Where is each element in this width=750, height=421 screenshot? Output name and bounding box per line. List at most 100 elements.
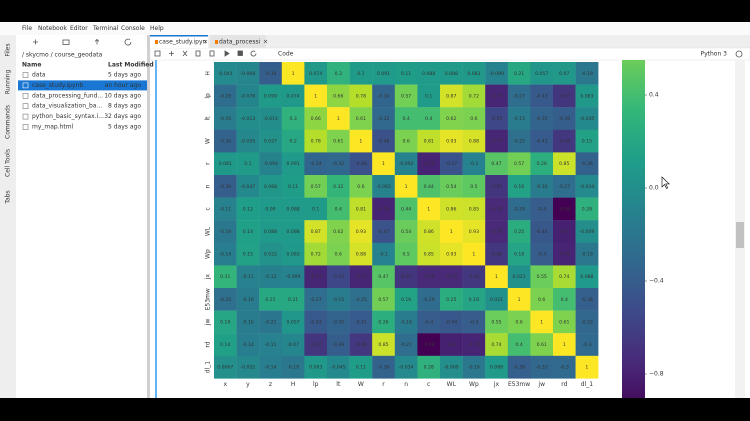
heatmap-cell [281, 175, 305, 198]
cell-label: -0.66 [491, 252, 503, 258]
cell-label: 0.61 [356, 116, 366, 122]
cell-label: -0.19 [581, 71, 593, 77]
paste-icon[interactable] [209, 50, 215, 57]
run-icon[interactable] [224, 50, 230, 57]
cut-icon[interactable] [182, 50, 188, 57]
menu-item[interactable]: Console [121, 25, 145, 32]
cell-label: 0.25 [446, 297, 456, 303]
upload-icon[interactable] [94, 38, 100, 45]
cell-label: -0.43 [536, 93, 548, 99]
restart-icon[interactable] [250, 50, 257, 57]
col-header[interactable]: Name [22, 62, 41, 69]
menu-item[interactable]: Terminal [92, 25, 119, 32]
heatmap-cell [372, 333, 395, 356]
x-tick-label: r [382, 381, 385, 388]
heatmap-cell [214, 288, 237, 311]
cell-label: 1 [495, 274, 498, 280]
scroll-thumb[interactable] [736, 222, 744, 248]
side-tab[interactable]: Files [5, 43, 12, 56]
heatmap-cell [575, 265, 599, 289]
cell-label: 0.4 [402, 116, 409, 122]
cell-label: -0.055 [240, 139, 255, 145]
heatmap-cell [485, 288, 508, 311]
side-tab[interactable]: Commands [5, 105, 12, 139]
file-name[interactable]: python_basic_syntax.i... [32, 113, 104, 120]
file-name[interactable]: my_map.html [32, 124, 74, 131]
breadcrumb[interactable]: / skycmo / course_geodata [22, 52, 103, 59]
active-tab[interactable] [150, 35, 208, 48]
heatmap-cell [553, 265, 576, 289]
heatmap-cell [507, 265, 531, 289]
cell-label: 0.6 [357, 184, 364, 190]
file-name[interactable]: data [32, 72, 46, 79]
menu-item[interactable]: Editor [70, 25, 88, 32]
file-name[interactable]: data_visualization_ba... [32, 103, 102, 110]
new-launcher-icon[interactable] [33, 39, 38, 45]
tab[interactable] [210, 35, 266, 48]
save-icon[interactable] [154, 50, 161, 57]
heatmap-cell [575, 84, 599, 108]
heatmap-cell [349, 62, 373, 85]
heatmap-cell [394, 355, 418, 379]
heatmap-cell [553, 62, 576, 85]
cell-label: 0.81 [356, 206, 366, 212]
tab-label[interactable]: data_processi [219, 39, 261, 46]
cell-label: -0.75 [423, 274, 435, 280]
heatmap-cell [417, 152, 441, 176]
menu-item[interactable]: File [22, 25, 32, 32]
cell-label: 0.11 [288, 184, 298, 190]
copy-icon[interactable] [195, 50, 201, 57]
heatmap-cell [553, 84, 576, 108]
heatmap-cell [440, 62, 463, 85]
cell-label: -0.66 [355, 342, 367, 348]
heatmap-cell [327, 265, 350, 289]
cell-label: 0.14 [243, 229, 253, 235]
cell-label: 1 [585, 365, 588, 371]
cell-label: -0.29 [513, 206, 525, 212]
file-name[interactable]: case_study.ipynb [32, 82, 83, 89]
insert-icon[interactable] [169, 51, 174, 56]
menu-item[interactable]: Help [150, 25, 164, 32]
cell-label: -0.25 [355, 297, 367, 303]
cell-label: -0.27 [400, 342, 412, 348]
heatmap-cell [507, 242, 531, 266]
stop-icon[interactable] [237, 50, 243, 56]
heatmap-cell [281, 355, 305, 379]
col-header[interactable]: Last Modified [108, 62, 154, 69]
side-tab[interactable]: Tabs [5, 190, 12, 204]
heatmap-cell [259, 197, 282, 221]
side-tab[interactable]: Cell Tools [5, 149, 12, 177]
kernel-name: Python 3 [700, 51, 727, 58]
file-name[interactable]: data_processing_fund... [32, 92, 103, 99]
cell-label: 1 [337, 116, 340, 122]
cell-label: 0.083 [580, 93, 593, 99]
heatmap-cell [462, 107, 486, 130]
cell-label: 0.4 [561, 297, 568, 303]
heatmap-cell [394, 84, 418, 108]
new-folder-icon[interactable] [62, 39, 70, 45]
heatmap-cell [372, 84, 395, 108]
cell-label: 0.088 [490, 365, 503, 371]
menu-item[interactable]: Notebook [38, 25, 67, 32]
cell-label: -0.33 [581, 319, 593, 325]
heatmap-cell [304, 355, 328, 379]
heatmap-cell [349, 129, 373, 153]
cell-label: 0.86 [446, 206, 456, 212]
cell-type[interactable]: Code [278, 51, 294, 58]
cell-label: -0.8 [560, 229, 569, 235]
refresh-icon[interactable] [124, 38, 132, 46]
side-tab[interactable]: Running [5, 70, 12, 95]
cell-label: 0.4 [515, 342, 522, 348]
heatmap-cell [417, 84, 441, 108]
file-icon [22, 103, 29, 109]
y-tick-label: lp [205, 93, 212, 99]
heatmap-cell [304, 152, 328, 176]
cell-label: -0.099 [286, 274, 301, 280]
tab-label[interactable]: case_study.ipyn [159, 39, 207, 46]
heatmap-cell [214, 107, 237, 130]
cell-label: 0.4 [335, 206, 342, 212]
cell-label: 0.16 [401, 297, 411, 303]
heatmap-cell [372, 129, 395, 153]
cell-label: -0.045 [579, 116, 594, 122]
cell-label: -0.98 [423, 342, 435, 348]
